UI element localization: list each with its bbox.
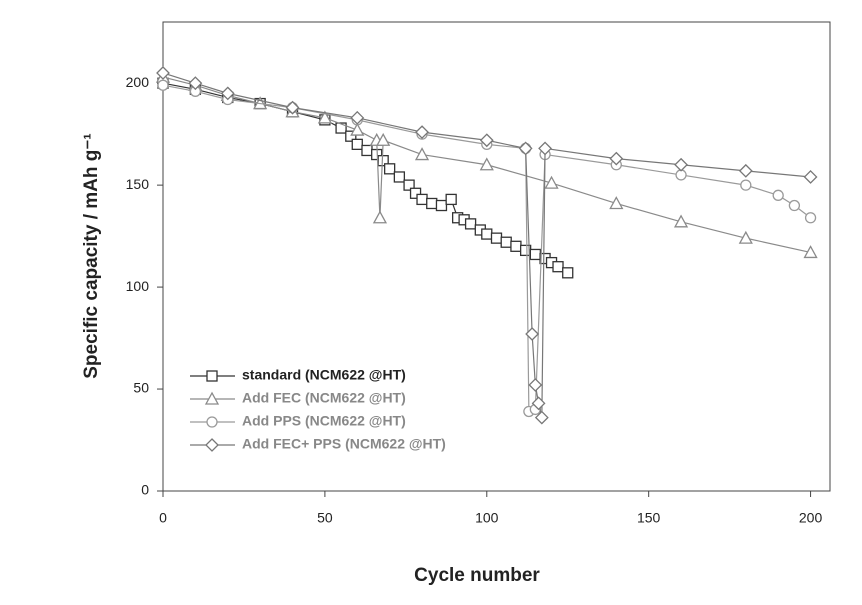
marker (544, 175, 559, 189)
marker (562, 267, 574, 279)
x-tick-label: 0 (159, 510, 167, 526)
plot-frame (162, 21, 831, 492)
marker (500, 236, 512, 248)
marker (317, 110, 332, 124)
marker (803, 245, 818, 259)
marker (538, 141, 552, 156)
x-tick-label: 100 (475, 510, 499, 526)
marker (788, 199, 801, 212)
marker (531, 396, 546, 411)
marker (552, 261, 564, 273)
legend-label: Add FEC+ PPS (NCM622 @HT) (242, 436, 446, 452)
marker (525, 327, 540, 341)
legend-marker (204, 391, 220, 405)
marker (464, 218, 477, 230)
y-tick-label: 50 (133, 380, 149, 396)
marker (738, 163, 753, 178)
x-tick-label: 50 (317, 510, 333, 526)
marker (350, 122, 365, 136)
marker (188, 76, 203, 91)
marker (376, 132, 391, 146)
y-tick-label: 200 (126, 74, 150, 90)
marker (772, 189, 784, 201)
marker (609, 196, 624, 210)
marker (393, 171, 406, 183)
y-axis-title: Specific capacity / mAh g⁻¹ (81, 133, 102, 379)
marker (426, 197, 438, 210)
marker (804, 212, 817, 224)
marker (335, 122, 347, 134)
marker (156, 66, 170, 80)
marker (481, 228, 493, 240)
x-tick-label: 200 (799, 510, 823, 526)
marker (415, 125, 429, 140)
legend-label: standard (NCM622 @HT) (242, 367, 406, 383)
marker (803, 170, 818, 184)
legend-marker (206, 370, 218, 382)
marker (384, 163, 396, 175)
marker (529, 248, 542, 261)
marker (372, 210, 388, 224)
y-tick-label: 150 (126, 176, 150, 192)
marker (490, 232, 503, 244)
marker (674, 157, 688, 172)
x-tick-label: 150 (637, 510, 661, 526)
marker (479, 157, 494, 171)
marker (738, 230, 753, 244)
marker (157, 79, 169, 91)
marker (534, 410, 549, 425)
legend-marker (205, 438, 219, 452)
marker (445, 193, 457, 206)
marker (609, 151, 624, 166)
marker (409, 187, 422, 199)
y-tick-label: 100 (126, 278, 150, 294)
legend-marker (206, 416, 218, 428)
marker (220, 86, 235, 101)
marker (377, 155, 389, 167)
marker (518, 141, 533, 156)
marker (435, 199, 448, 212)
marker (510, 240, 522, 252)
marker (414, 147, 430, 161)
marker (528, 378, 543, 392)
marker (740, 179, 752, 191)
marker (345, 130, 357, 142)
marker (479, 133, 494, 148)
x-axis-title: Cycle number (414, 565, 540, 586)
y-tick-label: 0 (141, 482, 149, 498)
marker (285, 100, 300, 115)
marker (351, 138, 363, 150)
legend-label: Add PPS (NCM622 @HT) (242, 413, 406, 429)
legend-label: Add FEC (NCM622 @HT) (242, 390, 406, 406)
marker (673, 214, 689, 228)
marker (416, 193, 428, 206)
marker (361, 144, 373, 157)
marker (403, 179, 415, 191)
marker (350, 110, 365, 125)
